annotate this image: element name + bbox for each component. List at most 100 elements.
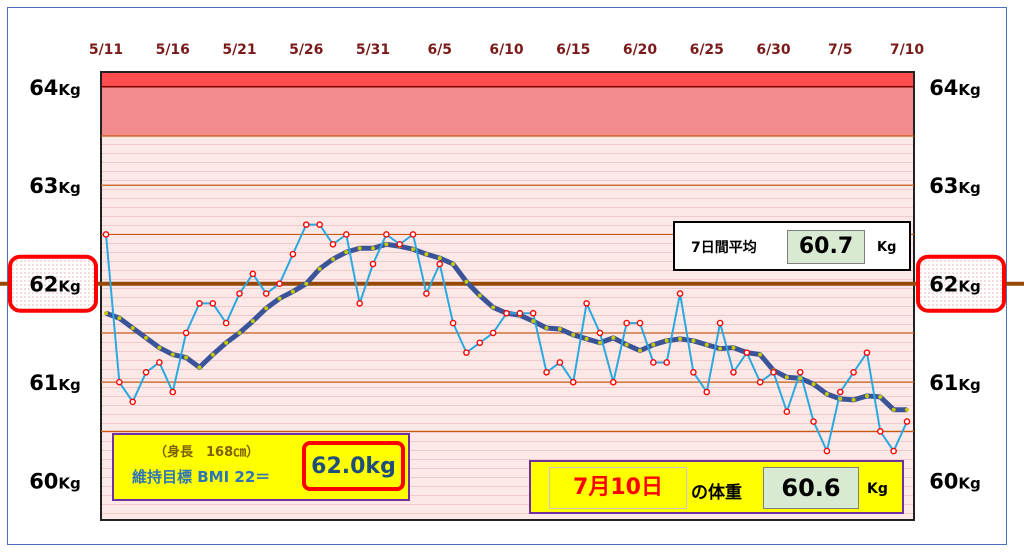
average-point (197, 365, 202, 370)
daily-point (116, 378, 123, 386)
target-weight-highlight (916, 254, 1006, 313)
daily-point (650, 359, 657, 366)
outer-frame (7, 7, 1007, 545)
average-point (784, 375, 789, 380)
target-bmi-label: 維持目標 BMI 22＝ (132, 468, 271, 486)
x-tick-label: 7/10 (890, 42, 925, 58)
height-note: （身長 168㎝） (154, 445, 260, 460)
y-tick-label: 63Kg (929, 174, 981, 198)
daily-point (516, 309, 524, 317)
x-tick-label: 5/31 (356, 42, 390, 58)
average-point (491, 305, 496, 310)
average-point (544, 326, 549, 330)
daily-point (342, 231, 350, 238)
today-date: 7月10日 (549, 467, 687, 509)
average-point (264, 306, 269, 311)
average-point (824, 391, 829, 396)
daily-point (690, 369, 697, 376)
daily-point (503, 309, 510, 317)
daily-point (142, 369, 150, 376)
y-tick-label: 62Kg (929, 273, 981, 297)
y-tick-label: 60Kg (29, 470, 81, 494)
daily-point (770, 369, 777, 376)
x-tick-label: 6/5 (427, 42, 452, 58)
seven-day-average-box: 7日間平均 60.7 Kg (673, 221, 911, 271)
y-tick-label: 61Kg (929, 371, 981, 395)
daily-point (583, 300, 590, 307)
daily-point (623, 319, 630, 327)
today-suffix: の体重 (691, 483, 742, 503)
daily-point (850, 369, 857, 376)
average-point (638, 348, 642, 353)
daily-point (222, 319, 230, 327)
daily-point (716, 319, 724, 327)
average-unit: Kg (877, 240, 897, 255)
daily-point (423, 290, 430, 297)
average-point (851, 397, 856, 402)
average-point (104, 311, 108, 316)
daily-point (436, 260, 444, 268)
average-point (531, 319, 536, 324)
daily-point (543, 369, 550, 376)
daily-point (610, 378, 617, 386)
daily-point (663, 359, 671, 366)
daily-point (249, 270, 257, 278)
average-point (704, 342, 709, 347)
average-point (731, 345, 736, 350)
daily-point (409, 231, 417, 238)
daily-point (302, 221, 310, 228)
daily-point (329, 241, 337, 248)
y-tick-label: 63Kg (29, 174, 81, 198)
y-tick-label: 64Kg (29, 76, 81, 100)
average-point (451, 262, 456, 266)
average-point (290, 289, 295, 294)
daily-point (489, 329, 497, 337)
daily-point (169, 388, 177, 396)
average-point (384, 242, 389, 247)
average-point (330, 257, 335, 262)
average-point (838, 396, 843, 401)
daily-point (383, 231, 390, 238)
average-point (344, 250, 349, 255)
average-point (170, 352, 175, 357)
x-tick-label: 5/16 (156, 42, 190, 58)
daily-point (863, 349, 871, 356)
daily-point (730, 369, 737, 376)
average-point (571, 332, 576, 337)
average-point (277, 296, 282, 301)
x-tick-label: 6/10 (489, 42, 524, 58)
daily-point (396, 241, 404, 248)
today-weight-box: 7月10日 の体重 60.6 Kg (529, 460, 904, 514)
x-tick-label: 6/20 (623, 42, 658, 58)
target-weight-highlight (8, 254, 98, 313)
daily-point (556, 359, 564, 366)
plot-border (100, 71, 915, 521)
daily-point (276, 280, 283, 287)
average-point (184, 355, 189, 360)
x-tick-label: 6/25 (690, 42, 724, 58)
average-point (597, 340, 602, 345)
average-point (811, 382, 816, 387)
daily-point (877, 428, 884, 435)
average-point (611, 335, 616, 340)
average-point (237, 330, 242, 335)
daily-point (676, 290, 684, 297)
average-point (718, 346, 723, 351)
daily-point (209, 300, 217, 307)
daily-point (356, 300, 363, 307)
upper-band-top (101, 72, 914, 86)
average-point (317, 266, 322, 271)
y-tick-label: 61Kg (29, 371, 81, 395)
average-point (304, 281, 309, 286)
average-point (250, 319, 255, 324)
today-unit: Kg (867, 481, 888, 497)
daily-point (890, 447, 897, 455)
average-point (664, 338, 669, 343)
daily-point (810, 418, 817, 425)
daily-point (823, 447, 831, 455)
average-point (224, 340, 229, 345)
daily-point (836, 388, 844, 396)
average-point (878, 394, 883, 399)
average-point (651, 342, 656, 347)
